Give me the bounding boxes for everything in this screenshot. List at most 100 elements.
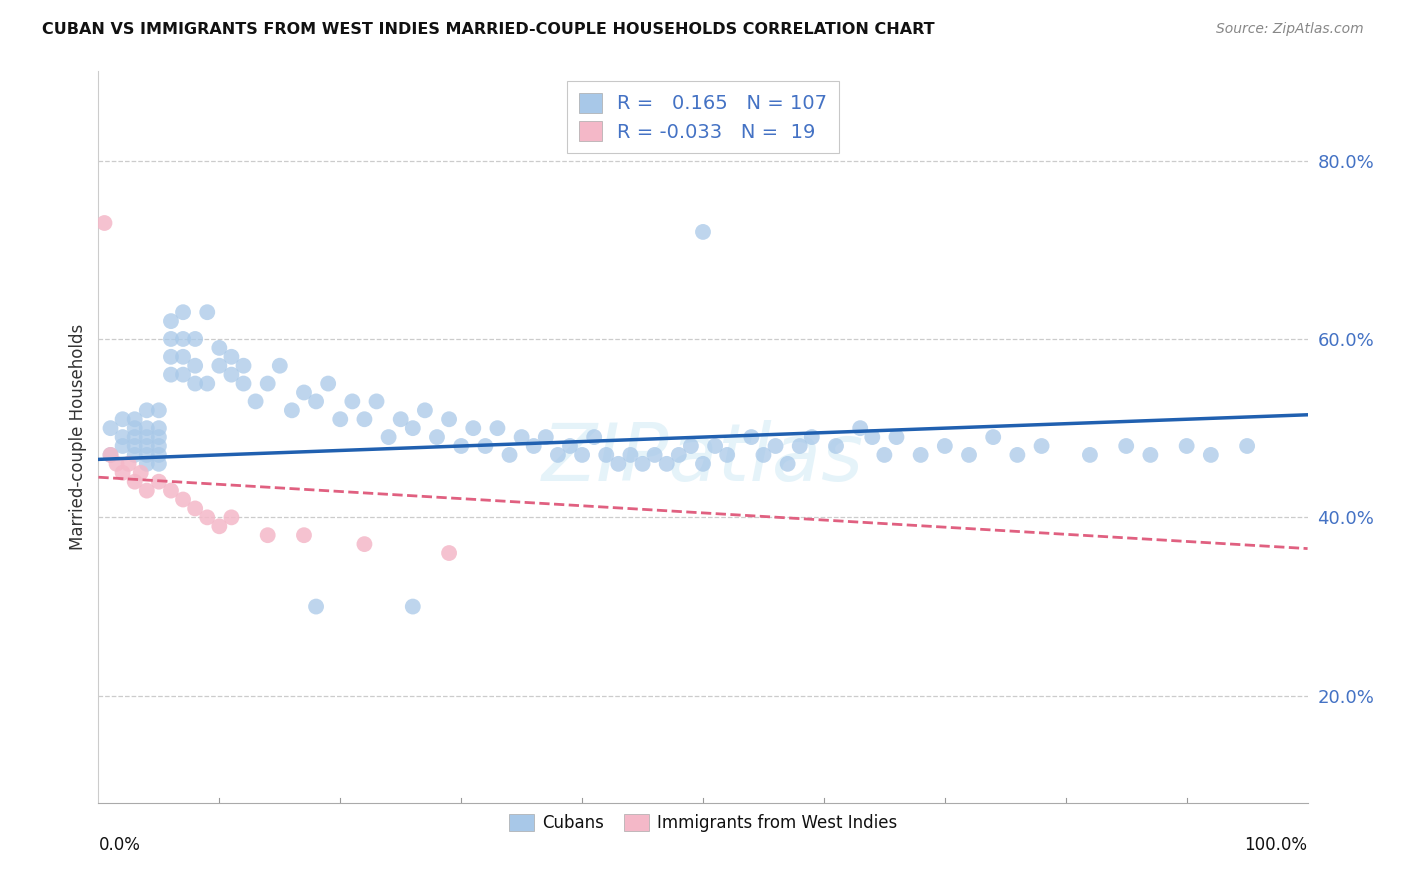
Point — [305, 394, 328, 409]
Point — [547, 448, 569, 462]
Point — [740, 430, 762, 444]
Point — [1199, 448, 1222, 462]
Text: 0.0%: 0.0% — [98, 836, 141, 854]
Point — [148, 475, 170, 489]
Point — [135, 430, 157, 444]
Legend: Cubans, Immigrants from West Indies: Cubans, Immigrants from West Indies — [502, 807, 904, 838]
Point — [679, 439, 702, 453]
Point — [124, 430, 146, 444]
Point — [558, 439, 581, 453]
Point — [148, 439, 170, 453]
Point — [800, 430, 823, 444]
Point — [765, 439, 787, 453]
Point — [172, 332, 194, 346]
Point — [1078, 448, 1101, 462]
Point — [1031, 439, 1053, 453]
Point — [184, 376, 207, 391]
Point — [571, 448, 593, 462]
Point — [510, 430, 533, 444]
Point — [135, 421, 157, 435]
Point — [486, 421, 509, 435]
Point — [692, 457, 714, 471]
Point — [208, 519, 231, 533]
Point — [148, 430, 170, 444]
Point — [184, 332, 207, 346]
Point — [1175, 439, 1198, 453]
Point — [668, 448, 690, 462]
Point — [402, 421, 425, 435]
Point — [523, 439, 546, 453]
Point — [129, 466, 152, 480]
Point — [534, 430, 557, 444]
Point — [631, 457, 654, 471]
Point — [256, 528, 278, 542]
Point — [644, 448, 666, 462]
Point — [1139, 448, 1161, 462]
Point — [934, 439, 956, 453]
Point — [195, 510, 218, 524]
Y-axis label: Married-couple Households: Married-couple Households — [69, 324, 87, 550]
Point — [160, 332, 183, 346]
Point — [910, 448, 932, 462]
Point — [160, 368, 183, 382]
Point — [619, 448, 641, 462]
Point — [281, 403, 304, 417]
Point — [148, 421, 170, 435]
Point — [607, 457, 630, 471]
Point — [135, 403, 157, 417]
Point — [305, 599, 328, 614]
Point — [342, 394, 364, 409]
Point — [752, 448, 775, 462]
Text: Source: ZipAtlas.com: Source: ZipAtlas.com — [1216, 22, 1364, 37]
Text: CUBAN VS IMMIGRANTS FROM WEST INDIES MARRIED-COUPLE HOUSEHOLDS CORRELATION CHART: CUBAN VS IMMIGRANTS FROM WEST INDIES MAR… — [42, 22, 935, 37]
Text: ZIPatlas: ZIPatlas — [541, 420, 865, 498]
Point — [93, 216, 115, 230]
Point — [1007, 448, 1029, 462]
Point — [366, 394, 388, 409]
Point — [437, 546, 460, 560]
Point — [172, 492, 194, 507]
Point — [100, 448, 122, 462]
Point — [221, 510, 243, 524]
Point — [135, 448, 157, 462]
Point — [195, 305, 218, 319]
Point — [184, 359, 207, 373]
Point — [221, 368, 243, 382]
Point — [776, 457, 799, 471]
Point — [256, 376, 278, 391]
Point — [329, 412, 352, 426]
Point — [148, 457, 170, 471]
Point — [437, 412, 460, 426]
Point — [463, 421, 485, 435]
Point — [184, 501, 207, 516]
Point — [1115, 439, 1137, 453]
Point — [377, 430, 399, 444]
Point — [981, 430, 1004, 444]
Point — [124, 475, 146, 489]
Point — [135, 439, 157, 453]
Point — [124, 412, 146, 426]
Point — [172, 305, 194, 319]
Point — [135, 457, 157, 471]
Point — [208, 341, 231, 355]
Point — [245, 394, 267, 409]
Point — [221, 350, 243, 364]
Point — [886, 430, 908, 444]
Point — [402, 599, 425, 614]
Point — [353, 537, 375, 551]
Point — [450, 439, 472, 453]
Point — [160, 350, 183, 364]
Point — [474, 439, 496, 453]
Point — [160, 483, 183, 498]
Text: 100.0%: 100.0% — [1244, 836, 1308, 854]
Point — [111, 466, 134, 480]
Point — [118, 457, 141, 471]
Point — [124, 439, 146, 453]
Point — [172, 368, 194, 382]
Point — [413, 403, 436, 417]
Point — [111, 430, 134, 444]
Point — [692, 225, 714, 239]
Point — [716, 448, 738, 462]
Point — [1236, 439, 1258, 453]
Point — [583, 430, 606, 444]
